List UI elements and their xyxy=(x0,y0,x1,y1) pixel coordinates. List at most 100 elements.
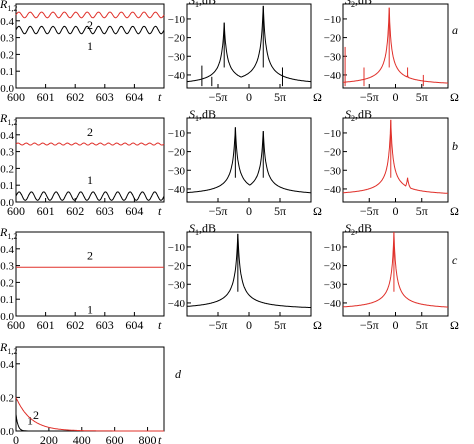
d-time-ytick-label: 0.0 xyxy=(0,426,14,438)
a-time-xtick-label: 601 xyxy=(37,90,55,104)
b-S2-xtick-label: −5π xyxy=(360,204,379,218)
c-time-xtick-label: 604 xyxy=(125,318,143,332)
a-S1-ytick-label: −30 xyxy=(168,51,186,63)
a-time-xtick-label: 604 xyxy=(125,90,143,104)
c-S2-xtick-label: 5π xyxy=(416,318,428,332)
d-time-series-2-line xyxy=(15,397,164,432)
c-time-ylabel: R1,2 xyxy=(0,225,17,241)
b-time-xtick-label: 601 xyxy=(37,204,55,218)
panel-letter-a: a xyxy=(452,23,458,37)
b-S1-xtick-label: 5π xyxy=(274,204,286,218)
c-S1-ytick-label: −40 xyxy=(168,298,186,310)
c-S2-xlabel: Ω xyxy=(450,318,459,332)
c-time-series-2-label: 2 xyxy=(87,248,93,262)
b-S2-xtick-label: 5π xyxy=(416,204,428,218)
c-time-xtick-label: 600 xyxy=(7,318,25,332)
d-time-series-2-label: 2 xyxy=(33,408,39,422)
a-S2-ylabel: S2,dB xyxy=(345,0,372,9)
c-S1-xtick-label: 5π xyxy=(274,318,286,332)
b-time-series-1-label: 1 xyxy=(87,173,93,187)
a-S2-xlabel: Ω xyxy=(450,90,459,104)
b-time-series-1-line xyxy=(15,191,165,201)
b-S2-ytick-label: −40 xyxy=(324,184,342,196)
b-time-xlabel: t xyxy=(158,204,162,218)
c-S1-xtick-label: 0 xyxy=(246,318,252,332)
c-S1-ylabel: S1,dB xyxy=(189,221,216,237)
c-time-ytick-label: 0.2 xyxy=(0,277,14,289)
panel-letter-c: c xyxy=(452,253,458,267)
a-S1-xtick-label: 0 xyxy=(246,90,252,104)
b-time-series-2-line xyxy=(15,142,165,146)
b-time-ylabel: R1,2 xyxy=(0,111,17,127)
c-S1-xlabel: Ω xyxy=(313,318,322,332)
b-S2-ytick-label: −30 xyxy=(324,165,342,177)
c-time-xlabel: t xyxy=(158,318,162,332)
a-S2-ytick-label: −20 xyxy=(324,33,342,45)
a-time-xtick-label: 602 xyxy=(66,90,84,104)
a-S1-frame xyxy=(186,3,312,89)
a-time-ytick-label: 0.3 xyxy=(0,33,14,45)
panel-letter-b: b xyxy=(452,139,458,153)
d-time-xtick-label: 600 xyxy=(106,433,124,444)
a-time-xtick-label: 600 xyxy=(7,90,25,104)
d-time-ylabel: R1,2 xyxy=(0,340,17,356)
panel-letter-d: d xyxy=(175,367,182,381)
a-time-ytick-label: 0.1 xyxy=(0,66,14,78)
c-S2-xtick-label: −5π xyxy=(360,318,379,332)
a-time-ytick-label: 0.0 xyxy=(0,83,14,95)
c-time-ytick-label: 0.3 xyxy=(0,261,14,273)
c-S2-ytick-label: −20 xyxy=(324,261,342,273)
a-time-series-2-label: 2 xyxy=(87,18,93,32)
d-time-xtick-label: 400 xyxy=(73,433,91,444)
a-S1-ytick-label: −40 xyxy=(168,70,186,82)
b-S2-ylabel: S2,dB xyxy=(345,107,372,123)
c-time-ytick-label: 0.1 xyxy=(0,294,14,306)
d-time-xtick-label: 0 xyxy=(13,433,19,444)
a-time-xlabel: t xyxy=(158,90,162,104)
b-S2-spectrum-line xyxy=(342,119,448,194)
c-S2-frame xyxy=(342,231,449,317)
b-time-series-2-label: 2 xyxy=(87,125,93,139)
a-time-ylabel: R1,2 xyxy=(0,0,17,13)
a-S1-xtick-label: 5π xyxy=(274,90,286,104)
c-time-xtick-label: 603 xyxy=(96,318,114,332)
b-S1-frame xyxy=(186,117,312,203)
d-time-xtick-label: 800 xyxy=(139,433,157,444)
a-S2-ytick-label: −30 xyxy=(324,51,342,63)
b-S1-ytick-label: −40 xyxy=(168,184,186,196)
c-S2-spectrum-line xyxy=(343,231,448,308)
a-S2-ytick-label: −40 xyxy=(324,70,342,82)
a-time-xtick-label: 603 xyxy=(96,90,114,104)
c-S1-spectrum-line xyxy=(187,233,312,309)
b-time-xtick-label: 600 xyxy=(7,204,25,218)
c-S2-ytick-label: −10 xyxy=(324,242,342,254)
b-S2-frame xyxy=(342,117,449,203)
b-S1-ylabel: S1,dB xyxy=(189,107,216,123)
b-S1-spectrum-line xyxy=(187,127,312,194)
c-S1-ytick-label: −20 xyxy=(168,261,186,273)
b-time-ytick-label: 0.3 xyxy=(0,147,14,159)
a-time-series-2-line xyxy=(15,11,165,19)
a-S2-xtick-label: 0 xyxy=(393,90,399,104)
b-S1-xtick-label: −5π xyxy=(209,204,228,218)
c-S2-ytick-label: −40 xyxy=(324,298,342,310)
b-time-ytick-label: 0.4 xyxy=(0,130,14,142)
b-time-ytick-label: 0.0 xyxy=(0,197,14,209)
c-S2-ytick-label: −30 xyxy=(324,279,342,291)
a-time-series-1-line xyxy=(15,25,165,35)
c-S1-xtick-label: −5π xyxy=(209,318,228,332)
a-S1-ytick-label: −20 xyxy=(168,33,186,45)
a-S2-frame xyxy=(342,3,449,89)
c-S1-ytick-label: −10 xyxy=(168,242,186,254)
a-S2-spectrum-line xyxy=(343,7,448,84)
b-time-xtick-label: 604 xyxy=(125,204,143,218)
a-S1-ylabel: S1,dB xyxy=(189,0,216,9)
c-time-ytick-label: 0.0 xyxy=(0,311,14,323)
c-time-series-1-label: 1 xyxy=(87,302,93,316)
c-time-xtick-label: 602 xyxy=(66,318,84,332)
b-S2-xtick-label: 0 xyxy=(393,204,399,218)
b-S1-xtick-label: 0 xyxy=(246,204,252,218)
b-time-ytick-label: 0.1 xyxy=(0,180,14,192)
d-time-series-1-label: 1 xyxy=(27,413,33,427)
